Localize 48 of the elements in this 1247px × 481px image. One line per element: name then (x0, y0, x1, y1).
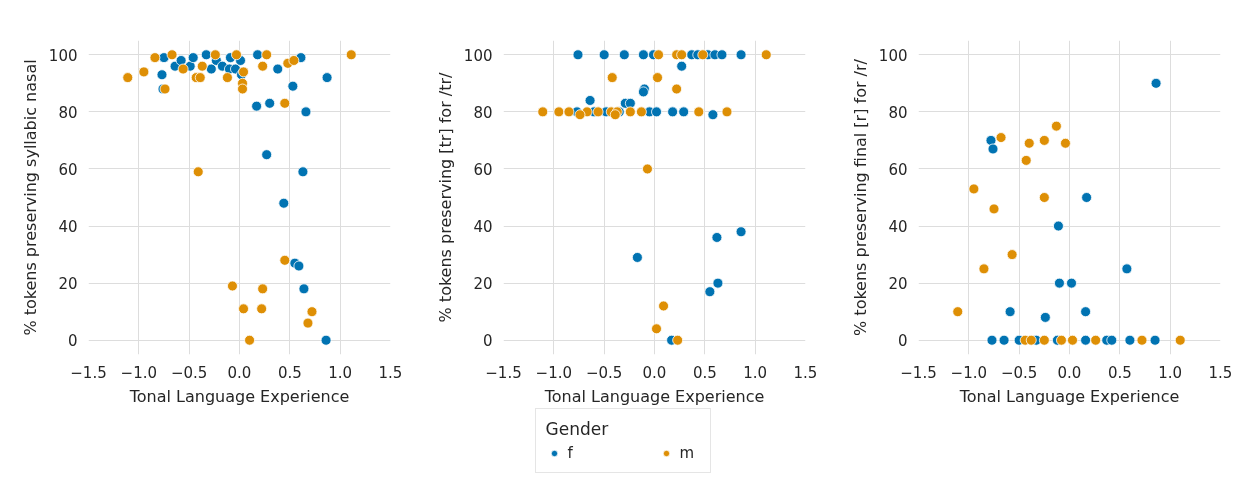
x-axis-title: Tonal Language Experience (543, 386, 765, 406)
y-tick-label: 40 (58, 218, 78, 237)
y-tick-label: 80 (58, 103, 78, 122)
x-tick-label: −1.5 (900, 363, 937, 382)
y-tick-label: 60 (473, 160, 493, 179)
y-tick-label: 80 (473, 103, 493, 122)
y-tick-label: 20 (58, 275, 78, 294)
y-tick-label: 100 (48, 46, 78, 65)
x-tick-label: −1.5 (485, 363, 522, 382)
x-tick-label: −1.0 (120, 363, 158, 382)
y-tick-label: 100 (878, 46, 908, 65)
x-tick-label: −0.5 (1000, 363, 1038, 382)
y-tick-label: 20 (473, 275, 493, 294)
x-tick-label: 0.0 (642, 363, 667, 382)
x-axis-title: Tonal Language Experience (128, 386, 350, 406)
x-tick-label: 0.0 (227, 363, 252, 382)
x-tick-label: −0.5 (170, 363, 208, 382)
x-tick-label: 1.5 (793, 363, 818, 382)
x-tick-label: 0.5 (1107, 363, 1132, 382)
x-tick-label: 0.5 (692, 363, 717, 382)
x-tick-label: 1.5 (378, 363, 403, 382)
y-tick-label: 60 (58, 160, 78, 179)
x-tick-label: 0.0 (1057, 363, 1082, 382)
y-tick-label: 0 (482, 332, 493, 351)
legend-label: m (679, 444, 696, 462)
y-tick-label: 40 (473, 218, 493, 237)
y-tick-label: 0 (897, 332, 908, 351)
legend-title: Gender (545, 419, 610, 439)
y-axis-title: % tokens preserving final [r] for /r/ (850, 58, 870, 336)
y-tick-label: 40 (888, 218, 908, 237)
y-tick-label: 100 (463, 46, 493, 65)
y-tick-label: 80 (888, 103, 908, 122)
y-tick-label: 20 (888, 275, 908, 294)
legend-label: f (567, 444, 574, 462)
x-tick-label: 0.5 (277, 363, 302, 382)
y-axis-title: % tokens preserving [tr] for /tr/ (435, 71, 455, 323)
x-tick-label: 1.5 (1208, 363, 1233, 382)
x-tick-label: 1.0 (1158, 363, 1183, 382)
y-tick-label: 0 (67, 332, 78, 351)
x-tick-label: 1.0 (743, 363, 768, 382)
x-tick-label: 1.0 (328, 363, 353, 382)
x-tick-label: −1.5 (70, 363, 107, 382)
y-axis-title: % tokens preserving syllabic nasal (20, 59, 40, 336)
x-axis-title: Tonal Language Experience (958, 386, 1180, 406)
x-tick-label: −1.0 (535, 363, 573, 382)
x-tick-label: −1.0 (950, 363, 988, 382)
y-tick-label: 60 (888, 160, 908, 179)
x-tick-label: −0.5 (585, 363, 623, 382)
